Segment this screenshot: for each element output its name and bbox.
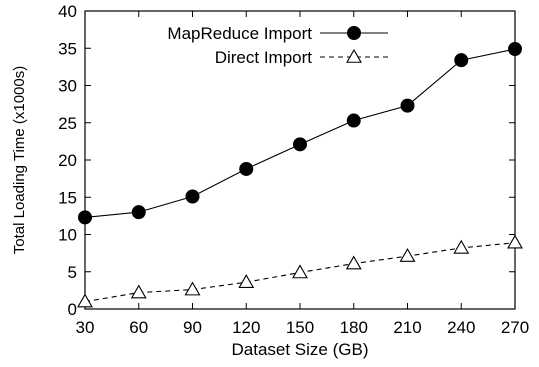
data-point [346, 113, 361, 128]
x-axis-label: Dataset Size (GB) [232, 340, 369, 359]
y-tick-label: 15 [58, 188, 77, 207]
legend-label: Direct Import [215, 48, 313, 67]
x-tick-label: 30 [76, 318, 95, 337]
y-tick-label: 10 [58, 226, 77, 245]
legend-marker [347, 26, 361, 40]
data-point [77, 293, 93, 308]
data-point [293, 137, 307, 152]
data-point [184, 281, 201, 296]
data-point [453, 239, 470, 254]
data-point [399, 247, 416, 262]
data-point [238, 274, 255, 288]
series-direct-import [77, 234, 523, 308]
data-point [345, 255, 362, 270]
x-tick-label: 60 [129, 318, 148, 337]
x-tick-label: 150 [286, 318, 314, 337]
data-point [130, 284, 147, 299]
data-point [239, 161, 254, 176]
x-axis-ticks: 30 60 90 120 150 180 210 240 270 [76, 11, 529, 337]
x-tick-label: 90 [183, 318, 202, 337]
data-point [508, 41, 522, 56]
data-point [131, 205, 146, 220]
data-point [507, 234, 523, 249]
y-axis-label: Total Loading Time (x1000s) [11, 66, 28, 254]
legend: MapReduce Import Direct Import [167, 24, 388, 67]
legend-label: MapReduce Import [167, 24, 312, 43]
y-tick-label: 40 [58, 2, 77, 21]
y-tick-label: 30 [58, 77, 77, 96]
y-tick-label: 0 [68, 300, 77, 319]
x-tick-label: 270 [501, 318, 529, 337]
legend-marker [346, 48, 362, 63]
y-tick-label: 20 [58, 151, 77, 170]
data-point [454, 53, 469, 68]
series-line [84, 48, 516, 218]
x-tick-label: 120 [232, 318, 260, 337]
y-tick-label: 25 [58, 114, 77, 133]
data-point [400, 98, 415, 113]
y-axis-ticks: 0 5 10 15 20 25 30 35 40 [58, 2, 515, 319]
series-mapreduce-import [78, 41, 522, 225]
data-point [292, 264, 308, 279]
y-tick-label: 5 [68, 263, 77, 282]
x-tick-label: 210 [393, 318, 421, 337]
x-tick-label: 180 [340, 318, 368, 337]
x-tick-label: 240 [447, 318, 475, 337]
series-layer [77, 41, 523, 308]
y-tick-label: 35 [58, 39, 77, 58]
data-point [78, 210, 92, 225]
data-point [185, 189, 200, 204]
